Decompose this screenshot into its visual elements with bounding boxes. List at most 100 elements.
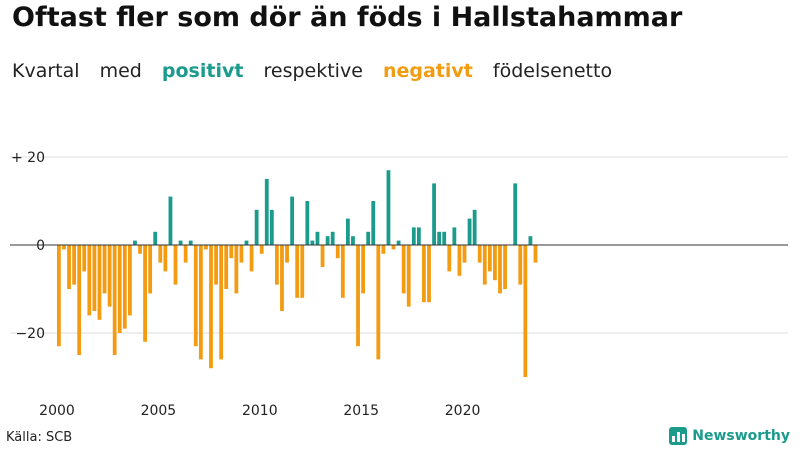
bar-negative [447,245,452,272]
bar-positive [396,240,401,245]
brand-name: Newsworthy [692,428,790,444]
bar-negative [87,245,92,316]
bar-negative [117,245,122,333]
bar-negative [57,245,61,347]
bar-negative [92,245,97,311]
source-note: Källa: SCB [6,430,73,445]
bar-negative [503,245,507,289]
bar-positive [315,231,320,245]
subtitle-word: födelsenetto [492,60,613,82]
newsworthy-icon [669,427,688,445]
bar-negative [498,245,502,294]
bar-positive [513,183,518,245]
bar-positive [168,196,173,245]
bar-negative [275,245,279,285]
bar-positive [153,231,158,245]
bar-negative [158,245,163,263]
bar-negative [493,245,497,281]
bar-negative [143,245,147,342]
bar-negative [163,245,168,272]
x-tick-label: 2005 [141,403,177,419]
bar-positive [254,209,259,245]
subtitle-word: Kvartal [12,60,80,82]
bar-positive [305,201,310,245]
y-tick-label: + 20 [11,150,45,166]
bar-positive [269,209,274,245]
legend-positive: positivt [161,60,244,82]
bar-negative [300,245,305,298]
bar-negative [427,245,431,303]
bar-positive [345,218,350,245]
bar-negative [457,245,462,276]
bar-negative [77,245,82,355]
bar-positive [528,236,533,245]
x-tick-label: 2015 [343,403,379,419]
bar-negative [401,245,406,294]
bar-negative [340,245,345,298]
bar-negative [361,245,365,294]
bar-positive [411,227,416,245]
bar-negative [487,245,492,272]
x-tick-label: 2020 [445,403,481,419]
bar-positive [416,227,421,245]
bar-negative [518,245,523,285]
bar-positive [178,240,183,245]
bar-positive [371,201,376,245]
bar-negative [320,245,325,267]
bar-negative [259,245,264,254]
bar-positive [467,218,472,245]
bar-negative [62,245,66,250]
bar-negative [335,245,340,259]
bar-negative [209,245,213,369]
bar-positive [290,196,295,245]
bar-negative [406,245,411,307]
bar-positive [437,231,442,245]
bar-positive [188,240,193,245]
bar-positive [351,236,355,245]
x-tick-label: 2010 [242,403,278,419]
bar-negative [67,245,71,289]
bar-negative [280,245,284,311]
chart-title: Oftast fler som dör än föds i Hallstaham… [12,2,683,33]
bar-positive [330,231,335,245]
bar-negative [72,245,77,285]
bar-positive [133,240,137,245]
bar-positive [386,170,391,245]
bar-negative [122,245,127,329]
bar-negative [234,245,239,294]
bar-positive [310,240,315,245]
bar-positive [452,227,457,245]
bar-negative [183,245,188,263]
bar-negative [239,245,244,263]
bar-negative [523,245,528,377]
bar-negative [102,245,107,294]
bar-negative [533,245,538,263]
bar-negative [107,245,112,307]
bar-negative [462,245,467,263]
bar-negative [249,245,254,272]
bar-positive [366,231,371,245]
bar-negative [193,245,198,347]
bar-negative [376,245,381,360]
bar-negative [224,245,229,289]
bar-negative [356,245,360,347]
bar-negative [198,245,203,360]
bar-negative [229,245,234,259]
bar-negative [82,245,87,272]
bar-negative [173,245,178,285]
bar-negative [97,245,102,320]
brand-logo: Newsworthy [669,427,790,445]
subtitle-word: respektive [263,60,363,82]
bar-negative [295,245,300,298]
bar-negative [138,245,142,254]
y-tick-label: −20 [15,326,45,342]
bar-negative [112,245,117,355]
y-tick-label: 0 [36,238,45,254]
bar-positive [472,209,477,245]
x-tick-label: 2000 [39,403,75,419]
bar-negative [482,245,487,285]
bar-positive [264,179,269,245]
bar-negative [422,245,426,303]
bar-positive [442,231,447,245]
